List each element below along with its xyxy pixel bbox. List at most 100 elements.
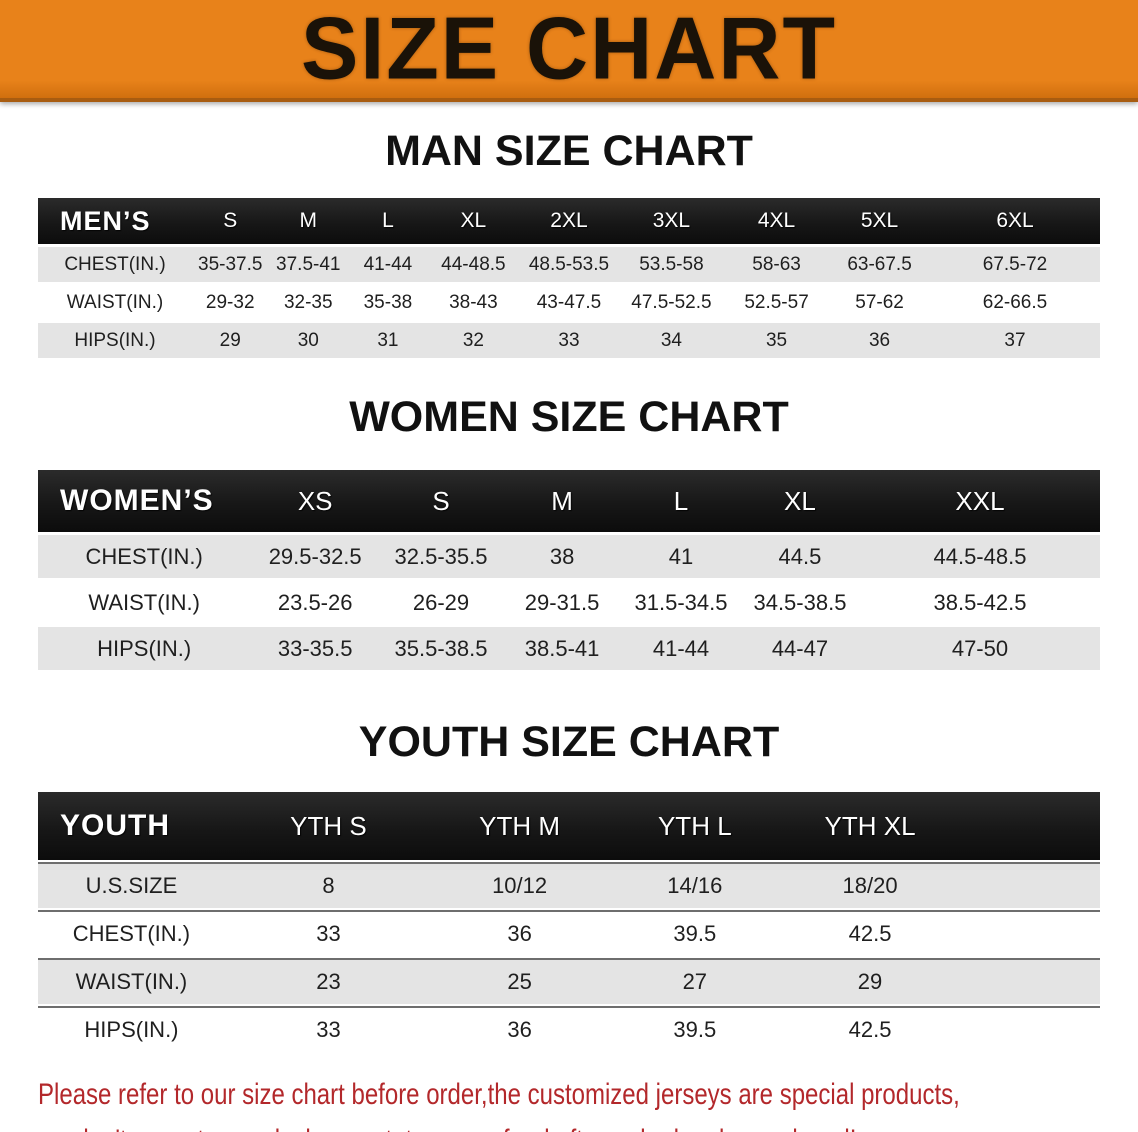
- size-value-cell: 36: [829, 323, 930, 359]
- column-header: 2XL: [519, 198, 619, 245]
- size-value-cell: 32: [427, 323, 520, 359]
- youth-section-title: YOUTH SIZE CHART: [358, 718, 780, 767]
- size-value-cell: 57-62: [829, 285, 930, 321]
- size-value-cell: 23.5-26: [250, 581, 380, 625]
- row-label: U.S.SIZE: [38, 862, 225, 909]
- column-header: S: [192, 198, 269, 245]
- column-header: YTH S: [224, 792, 432, 861]
- row-label: HIPS(IN.): [38, 1006, 225, 1053]
- size-value-cell: 35-38: [348, 285, 428, 321]
- size-value-cell: 10/12: [431, 862, 608, 909]
- column-header: M: [502, 470, 623, 533]
- size-value-cell: 18/20: [782, 862, 958, 909]
- size-value-cell: 52.5-57: [724, 285, 830, 321]
- size-value-cell: 23: [224, 958, 432, 1005]
- column-header: 5XL: [829, 198, 930, 245]
- men-section-title: MAN SIZE CHART: [385, 127, 753, 175]
- order-policy-note-line-2: we don't accept cancel, change, teturn o…: [38, 1118, 918, 1132]
- size-value-cell: 29: [192, 323, 269, 359]
- table-corner-label: YOUTH: [38, 792, 225, 861]
- size-value-cell: 44-47: [739, 627, 860, 671]
- row-label: WAIST(IN.): [38, 285, 192, 321]
- column-header: L: [622, 470, 740, 533]
- size-value-cell: 8: [224, 862, 432, 909]
- size-value-cell: 29: [782, 958, 958, 1005]
- youth-size-table: YOUTH YTH S YTH M YTH L YTH XL U.S.SIZE 8 10/12…: [38, 790, 1100, 1054]
- women-section: WOMEN SIZE CHART WOMEN’S XS S M L XL XXL CHEST(…: [0, 394, 1138, 673]
- size-value-cell: 29-31.5: [502, 581, 623, 625]
- size-value-cell: 14/16: [607, 862, 783, 909]
- size-value-cell: 38-43: [427, 285, 520, 321]
- size-value-cell: 63-67.5: [829, 247, 930, 283]
- filler-cell: [957, 1006, 1100, 1053]
- men-size-table: MEN’S S M L XL 2XL 3XL 4XL 5XL 6XL CHEST(IN.) 35-37…: [38, 195, 1100, 361]
- order-policy-note: Please refer to our size chart before or…: [0, 1072, 1138, 1132]
- size-value-cell: 33: [224, 910, 432, 957]
- size-value-cell: 48.5-53.5: [519, 247, 619, 283]
- size-value-cell: 32-35: [268, 285, 349, 321]
- size-value-cell: 67.5-72: [930, 247, 1100, 283]
- table-corner-label: MEN’S: [38, 198, 192, 245]
- banner: SIZE CHART: [0, 0, 1138, 102]
- size-value-cell: 42.5: [782, 910, 958, 957]
- size-value-cell: 25: [431, 958, 608, 1005]
- size-value-cell: 33: [224, 1006, 432, 1053]
- size-value-cell: 33: [519, 323, 619, 359]
- filler-cell: [957, 862, 1100, 909]
- size-value-cell: 58-63: [724, 247, 830, 283]
- size-value-cell: 37: [930, 323, 1100, 359]
- column-header: YTH L: [607, 792, 783, 861]
- size-value-cell: 47-50: [859, 627, 1100, 671]
- table-row: WAIST(IN.) 23.5-26 26-29 29-31.5 31.5-34.5 34…: [38, 581, 1100, 625]
- table-row: WAIST(IN.) 29-32 32-35 35-38 38-43 43-47.5 47.…: [38, 285, 1100, 321]
- column-header: L: [348, 198, 428, 245]
- order-policy-note-line-1: Please refer to our size chart before or…: [38, 1078, 960, 1112]
- size-value-cell: 39.5: [607, 1006, 783, 1053]
- filler-cell: [957, 958, 1100, 1005]
- table-row: U.S.SIZE 8 10/12 14/16 18/20: [38, 862, 1100, 909]
- size-value-cell: 35: [724, 323, 830, 359]
- table-row: CHEST(IN.) 35-37.5 37.5-41 41-44 44-48.5 48.5…: [38, 247, 1100, 283]
- size-value-cell: 38.5-41: [502, 627, 623, 671]
- size-value-cell: 34: [618, 323, 724, 359]
- size-value-cell: 41-44: [348, 247, 428, 283]
- column-header: 6XL: [930, 198, 1100, 245]
- size-value-cell: 42.5: [782, 1006, 958, 1053]
- column-header: XL: [427, 198, 520, 245]
- row-label: WAIST(IN.): [38, 581, 251, 625]
- filler-cell: [957, 910, 1100, 957]
- column-header: XL: [739, 470, 860, 533]
- column-header: XS: [250, 470, 380, 533]
- table-corner-label: WOMEN’S: [38, 470, 251, 533]
- header-row: YOUTH YTH S YTH M YTH L YTH XL: [38, 792, 1100, 861]
- size-value-cell: 44-48.5: [427, 247, 520, 283]
- table-row: WAIST(IN.) 23 25 27 29: [38, 958, 1100, 1005]
- row-label: HIPS(IN.): [38, 627, 251, 671]
- column-header: XXL: [859, 470, 1100, 533]
- size-value-cell: 44.5-48.5: [859, 535, 1100, 579]
- column-header: S: [379, 470, 503, 533]
- size-value-cell: 38.5-42.5: [859, 581, 1100, 625]
- size-value-cell: 62-66.5: [930, 285, 1100, 321]
- size-value-cell: 33-35.5: [250, 627, 380, 671]
- table-row: HIPS(IN.) 33 36 39.5 42.5: [38, 1006, 1100, 1053]
- row-label: WAIST(IN.): [38, 958, 225, 1005]
- column-header: YTH M: [431, 792, 608, 861]
- size-value-cell: 30: [268, 323, 349, 359]
- women-size-table: WOMEN’S XS S M L XL XXL CHEST(IN.) 29.5-32.5 32.5…: [38, 467, 1100, 673]
- size-value-cell: 41: [622, 535, 740, 579]
- size-value-cell: 31.5-34.5: [622, 581, 740, 625]
- size-value-cell: 39.5: [607, 910, 783, 957]
- size-value-cell: 27: [607, 958, 783, 1005]
- column-header: YTH XL: [782, 792, 958, 861]
- column-header: M: [268, 198, 349, 245]
- size-value-cell: 35.5-38.5: [379, 627, 503, 671]
- filler-cell: [957, 792, 1100, 861]
- size-value-cell: 29-32: [192, 285, 269, 321]
- row-label: CHEST(IN.): [38, 910, 225, 957]
- header-row: WOMEN’S XS S M L XL XXL: [38, 470, 1100, 533]
- size-value-cell: 26-29: [379, 581, 503, 625]
- header-row: MEN’S S M L XL 2XL 3XL 4XL 5XL 6XL: [38, 198, 1100, 245]
- men-section: MAN SIZE CHART MEN’S S M L XL 2XL 3XL 4XL 5XL 6XL…: [0, 127, 1138, 361]
- size-value-cell: 31: [348, 323, 428, 359]
